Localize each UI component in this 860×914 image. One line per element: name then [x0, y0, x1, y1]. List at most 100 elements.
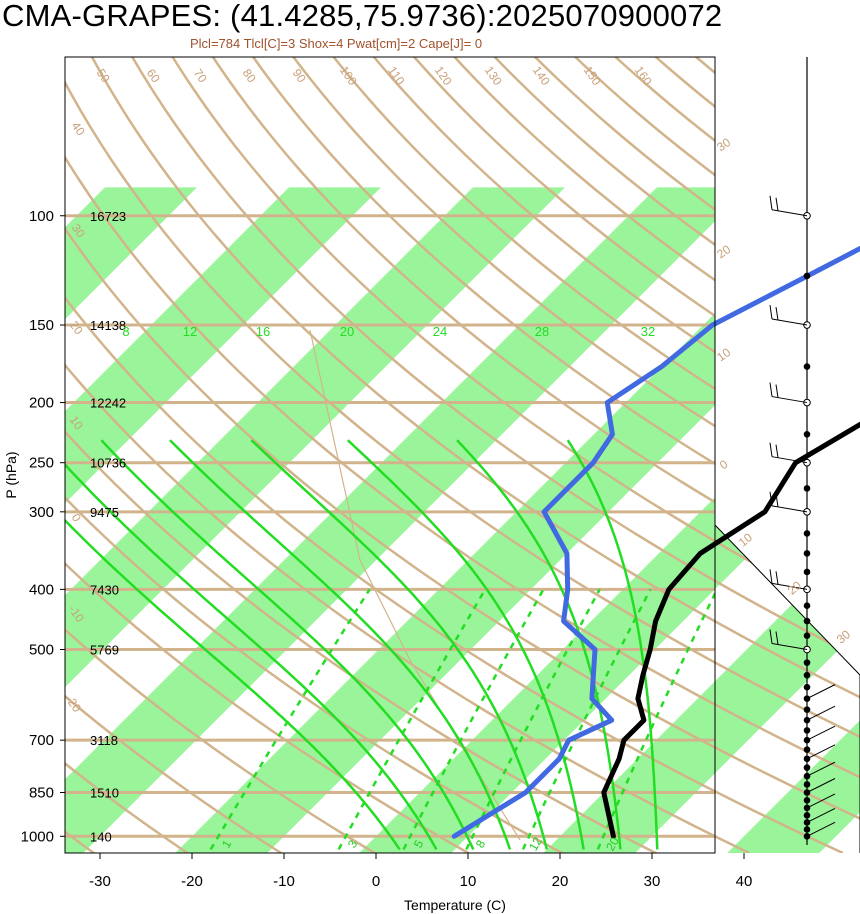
dry-adiabat-label: 90	[290, 66, 309, 85]
moist-adiabat	[65, 518, 401, 851]
moist-adiabat	[100, 439, 475, 850]
wind-barb-staff	[806, 808, 836, 823]
dry-adiabat	[332, 57, 715, 391]
dry-adiabat-label: 140	[530, 63, 553, 88]
parcel-path	[309, 329, 521, 841]
x-tick-label: 30	[644, 873, 661, 890]
pressure-tick-label: 400	[29, 581, 54, 598]
right-isotherm-band	[715, 525, 860, 853]
temperature-profile	[601, 421, 860, 839]
moist-adiabat-label: 32	[641, 324, 655, 339]
sounding-profiles	[451, 245, 860, 839]
mixing-ratio-line	[521, 588, 652, 850]
wind-barb-dot	[803, 811, 811, 819]
height-label: 140	[90, 829, 112, 844]
height-label: 16723	[90, 209, 126, 224]
wind-barb-feather	[775, 631, 779, 645]
pressure-tick-label: 700	[29, 732, 54, 749]
right-panel-outline	[714, 524, 860, 853]
x-tick-label: -10	[273, 873, 295, 890]
right-dry-adiabat	[715, 525, 860, 853]
wind-barb-feather	[769, 629, 773, 644]
dry-adiabat	[372, 57, 715, 354]
wind-barb-feather	[775, 571, 779, 585]
pressure-tick-label: 1000	[21, 828, 54, 845]
dry-adiabat-label: 0	[717, 457, 731, 472]
mixing-ratio-label: 20	[603, 834, 622, 853]
wind-barb-dot	[803, 746, 811, 753]
wind-barb-dot	[803, 568, 811, 576]
dry-adiabat	[65, 561, 471, 853]
x-tick-label: 0	[372, 873, 380, 890]
right-dry-adiabat	[715, 525, 860, 853]
wind-barb-staff	[771, 318, 808, 326]
moist-adiabat	[346, 439, 585, 850]
dry-adiabat	[171, 57, 715, 543]
wind-barb-dot	[803, 485, 811, 492]
dry-adiabats	[65, 57, 715, 853]
wind-barb-dot	[803, 727, 811, 734]
wind-barb-staff	[806, 725, 836, 741]
dry-adiabat	[412, 57, 715, 318]
wind-barb-staff	[806, 821, 836, 837]
wind-barb-feather	[769, 304, 773, 320]
wind-barb-dot	[803, 550, 811, 557]
height-label: 5769	[90, 642, 119, 657]
dry-adiabat	[65, 694, 284, 853]
mixing-ratio-line	[337, 588, 487, 850]
height-label: 3118	[90, 733, 118, 748]
moist-adiabat-label: 8	[122, 324, 129, 339]
wind-barb-dot	[803, 602, 811, 609]
pressure-tick-label: 100	[29, 208, 54, 225]
x-tick-label: 40	[736, 873, 753, 890]
wind-barb-dot	[803, 272, 811, 280]
moist-adiabat-label: 16	[256, 324, 270, 339]
mixing-ratio-line	[209, 588, 371, 851]
wind-barb-dot	[803, 617, 811, 625]
height-label: 12242	[90, 396, 126, 411]
wind-barb-dot	[803, 826, 811, 833]
wind-barb-feather	[775, 306, 779, 321]
height-label: 1510	[90, 786, 119, 801]
height-label: 14138	[90, 318, 126, 333]
dry-adiabat	[65, 628, 378, 853]
moist-adiabat-label: 28	[535, 324, 549, 339]
wind-barb-dot	[803, 671, 811, 679]
moist-adiabats	[65, 439, 659, 851]
height-label: 9475	[90, 505, 119, 520]
wind-barb-staff	[771, 209, 808, 217]
wind-barb-dot	[803, 683, 811, 691]
right-dry-adiabat	[715, 525, 860, 853]
mixing-ratio-line	[402, 588, 545, 850]
right-panel-label: 10	[736, 530, 755, 550]
wind-barb-dot	[803, 764, 811, 771]
x-tick-label: -30	[89, 873, 111, 890]
x-tick-label: -20	[181, 873, 203, 890]
isotherm-band	[65, 187, 381, 504]
wind-barb-staff	[806, 793, 836, 809]
chart-title: CMA-GRAPES: (41.4285,75.9736):2025070900…	[2, 0, 723, 33]
wind-barb-dot	[803, 632, 811, 639]
wind-barb-feather	[769, 195, 773, 210]
y-axis-label: P (hPa)	[3, 451, 19, 498]
dry-adiabat	[291, 57, 715, 428]
mixing-ratio-line	[596, 590, 715, 850]
moist-adiabat	[65, 462, 438, 851]
moist-adiabat	[566, 439, 659, 850]
isotherm-band	[175, 313, 715, 853]
moist-adiabat-label: 24	[433, 324, 447, 339]
pressure-tick-label: 150	[29, 317, 54, 334]
x-axis-label: Temperature (C)	[404, 897, 506, 913]
dry-adiabat-label: 130	[482, 63, 505, 88]
wind-barb-feather	[775, 197, 779, 211]
dry-adiabat-label: 10	[714, 345, 733, 364]
dry-adiabat-label: 20	[714, 242, 733, 261]
moist-adiabat	[250, 439, 549, 850]
pressure-tick-label: 250	[29, 455, 54, 472]
dry-adiabat	[65, 79, 715, 664]
wind-barb-feather	[775, 493, 779, 507]
dry-adiabat-label: 110	[385, 64, 408, 88]
wind-barb-dot	[803, 430, 811, 438]
